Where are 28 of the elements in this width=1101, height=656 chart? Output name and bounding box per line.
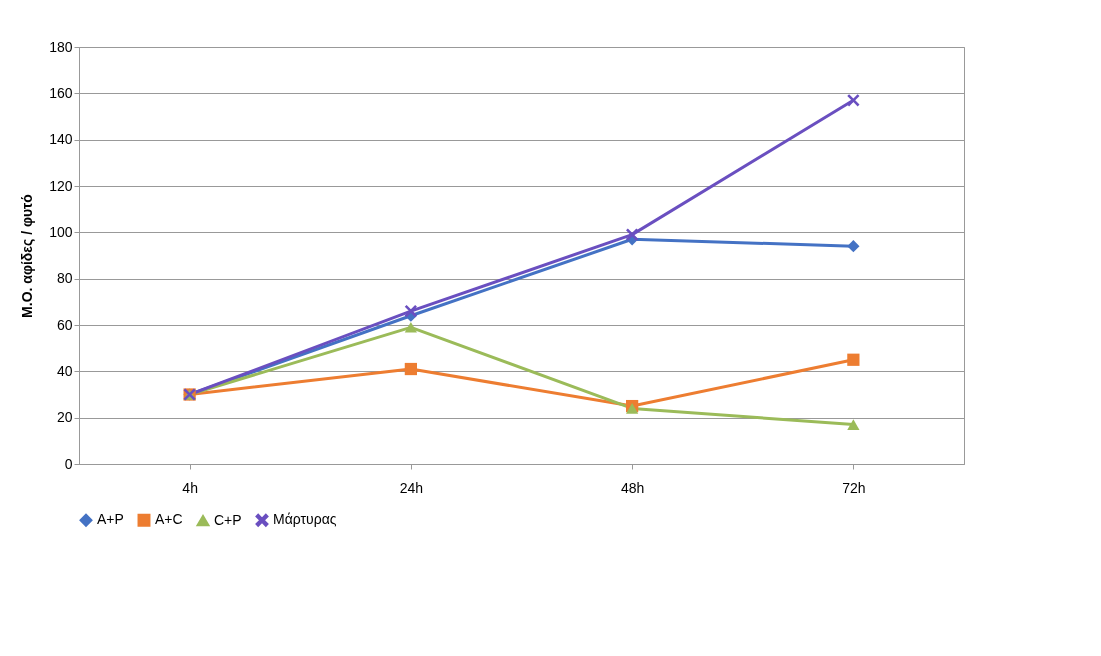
point <box>626 228 639 241</box>
y-tick-label: 180 <box>49 38 73 55</box>
y-tick-label: 60 <box>56 316 73 333</box>
point <box>847 419 860 430</box>
y-tick-label: 80 <box>56 270 73 287</box>
y-tick-label: 140 <box>49 131 73 148</box>
y-axis-title: Μ.Ο. αφίδες / φυτό <box>19 194 36 318</box>
x-tick-label: 24h <box>399 479 424 496</box>
point <box>404 304 417 318</box>
y-tick-label: 160 <box>49 84 73 101</box>
y-tick-label: 100 <box>49 223 73 240</box>
y-tick-label: 20 <box>56 409 73 426</box>
point <box>404 322 417 333</box>
x-tick-label: 48h <box>620 479 645 496</box>
point <box>404 362 417 376</box>
point <box>847 353 860 366</box>
point <box>847 240 860 253</box>
point <box>626 403 639 414</box>
legend-label: A+C <box>155 511 183 528</box>
point <box>847 94 860 107</box>
x-tick-label: 4h <box>182 479 198 496</box>
x-tick-label: 72h <box>842 479 866 496</box>
legend-label: Μάρτυρας <box>273 511 337 528</box>
y-tick-label: 120 <box>49 177 73 194</box>
legend-label: C+P <box>214 511 242 528</box>
y-tick-label: 40 <box>56 362 73 379</box>
y-tick-label: 0 <box>64 455 73 472</box>
legend-label: A+P <box>97 511 124 528</box>
